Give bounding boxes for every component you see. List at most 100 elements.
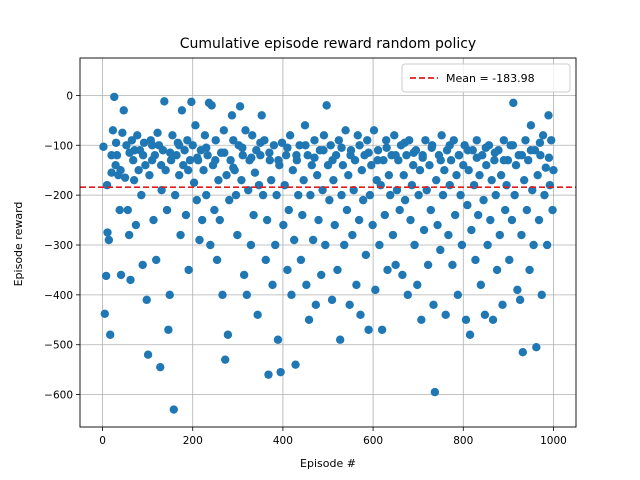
data-point	[349, 185, 358, 195]
data-point	[457, 240, 467, 250]
data-point	[417, 315, 426, 324]
data-point	[238, 151, 247, 160]
data-point	[229, 136, 238, 145]
data-point	[195, 235, 204, 245]
data-point	[346, 151, 355, 160]
data-point	[300, 121, 310, 130]
data-point	[165, 290, 174, 300]
x-tick-label: 800	[453, 435, 473, 447]
data-point	[231, 190, 241, 200]
data-point	[197, 215, 207, 225]
data-point	[481, 143, 491, 152]
data-point	[426, 205, 436, 215]
data-point	[168, 131, 177, 140]
data-point	[241, 126, 250, 135]
data-point	[101, 271, 111, 281]
data-point	[125, 148, 134, 157]
data-point	[166, 156, 176, 165]
data-point	[273, 335, 283, 344]
data-point	[541, 163, 550, 172]
data-point	[537, 290, 546, 300]
data-point	[469, 180, 479, 190]
x-tick-label: 200	[183, 435, 203, 447]
data-point	[511, 161, 521, 170]
data-point	[268, 280, 277, 290]
data-point	[222, 170, 231, 180]
data-point	[200, 131, 210, 140]
data-point	[533, 170, 542, 180]
data-point	[379, 156, 388, 165]
data-point	[547, 136, 556, 145]
data-point	[375, 240, 384, 250]
data-point	[156, 161, 166, 170]
data-point	[423, 260, 433, 270]
data-point	[364, 148, 373, 157]
data-point	[238, 143, 247, 152]
data-point	[302, 280, 311, 290]
data-point	[410, 240, 419, 250]
data-point	[491, 190, 500, 200]
y-tick-label: 0	[66, 90, 73, 102]
x-axis-ticks: 0 200 400 600 800 1000	[99, 427, 567, 447]
data-point	[307, 161, 316, 170]
data-point	[226, 156, 235, 165]
data-point	[377, 325, 387, 334]
data-point	[175, 170, 184, 180]
data-point	[390, 131, 399, 140]
data-point	[373, 146, 383, 155]
data-point	[107, 168, 116, 177]
data-point	[266, 175, 276, 185]
data-point	[508, 141, 518, 150]
data-point	[515, 295, 525, 305]
data-point	[538, 131, 548, 140]
data-point	[242, 290, 252, 300]
data-point	[430, 387, 440, 397]
data-point	[229, 163, 238, 172]
y-tick-label: −100	[44, 140, 73, 152]
y-tick-label: −600	[44, 390, 73, 402]
data-point	[414, 190, 423, 200]
data-point	[490, 156, 499, 165]
data-point	[348, 230, 357, 240]
data-point	[127, 136, 137, 145]
data-point	[265, 148, 274, 157]
data-point	[521, 136, 530, 145]
data-point	[534, 215, 544, 225]
data-point	[220, 148, 229, 157]
y-tick-label: −400	[44, 290, 73, 302]
data-point	[400, 138, 409, 147]
data-point	[361, 250, 371, 260]
data-point	[365, 190, 375, 200]
data-point	[306, 190, 315, 200]
data-point	[525, 265, 534, 275]
data-point	[256, 138, 265, 147]
data-point	[304, 315, 314, 324]
data-point	[223, 330, 233, 339]
data-point	[488, 315, 498, 324]
data-point	[526, 121, 536, 130]
data-point	[235, 102, 245, 111]
data-point	[392, 185, 402, 195]
data-point	[383, 265, 392, 275]
data-point	[380, 210, 390, 220]
data-point	[517, 230, 526, 240]
data-point	[499, 136, 509, 145]
data-point	[207, 101, 216, 110]
data-point	[354, 215, 364, 225]
data-point	[357, 165, 367, 175]
data-point	[170, 190, 180, 200]
data-point	[528, 185, 537, 195]
data-point	[185, 156, 195, 165]
data-point	[446, 156, 456, 165]
data-point	[206, 240, 215, 250]
data-point	[326, 141, 335, 150]
data-point	[262, 215, 272, 225]
data-point	[450, 210, 460, 220]
data-point	[210, 205, 219, 215]
data-point	[181, 210, 191, 220]
data-point	[381, 136, 391, 145]
data-point	[220, 355, 230, 364]
data-point	[265, 156, 275, 165]
data-point	[333, 265, 342, 275]
